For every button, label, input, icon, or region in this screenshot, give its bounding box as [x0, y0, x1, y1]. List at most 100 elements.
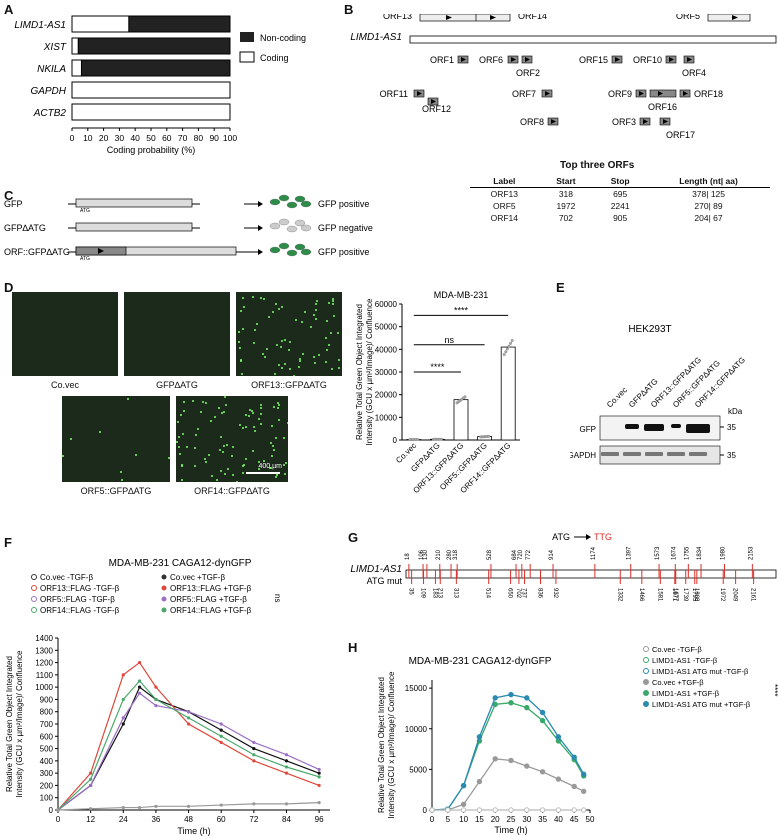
micrograph-co-vec — [12, 292, 118, 376]
data-point — [580, 807, 587, 813]
site-label: 1174 — [591, 546, 597, 560]
data-point — [89, 777, 93, 781]
tick-label: 25 — [507, 815, 516, 824]
tick-label: 50 — [146, 133, 156, 143]
tick-label: 30 — [522, 815, 531, 824]
tick-label: 5 — [446, 815, 451, 824]
tick-label: 10000 — [375, 413, 398, 422]
tick-label: 90 — [209, 133, 219, 143]
data-point — [317, 801, 321, 805]
series-line — [432, 758, 584, 811]
data-point — [524, 807, 530, 813]
legend-item: LIMD1-AS1 ATG mut -TGF-β — [652, 667, 749, 676]
data-point — [186, 710, 191, 714]
tick-label: 15000 — [405, 684, 428, 693]
chart-title: MDA-MB-231 — [434, 290, 489, 300]
orf-label: ORF14 — [518, 14, 547, 21]
panel-e-western-blot: HEK293TCo.vecGFP∆ATGORF13::GFP∆ATGORF5::… — [570, 324, 747, 465]
construct-bar — [75, 222, 193, 232]
series-line — [57, 680, 320, 811]
gene-label: LIMD1-AS1 — [350, 32, 402, 43]
tick-label: 96 — [315, 815, 324, 824]
blot-title: HEK293T — [628, 324, 671, 335]
site-label: 318 — [453, 549, 459, 560]
data-point — [571, 807, 577, 813]
site-label: 2153 — [748, 546, 754, 560]
tick-label: 72 — [249, 815, 258, 824]
mutation-to: TTG — [594, 532, 612, 542]
site-label: 106 — [419, 549, 425, 560]
site-label: 35 — [408, 588, 414, 595]
category-label: LIMD1-AS1 — [14, 20, 66, 31]
tick-label: 5000 — [409, 765, 427, 774]
data-point — [539, 709, 546, 716]
panel-label-e: E — [556, 280, 565, 295]
data-point — [219, 734, 223, 738]
site-label: 1397 — [627, 546, 633, 560]
significance: **** — [770, 684, 778, 696]
tick-label: 20000 — [375, 391, 398, 400]
data-point — [492, 807, 498, 813]
orf-label: ORF1 — [430, 55, 454, 65]
data-point — [539, 717, 546, 724]
chart-title: MDA-MB-231 CAGA12-dynGFP — [409, 656, 552, 667]
tick-label: 80 — [194, 133, 204, 143]
site-label: 684 — [512, 549, 518, 560]
legend-swatch-coding — [239, 51, 255, 63]
legend-item: Co.vec -TGF-β — [40, 573, 93, 582]
construct-label: GFP∆ATG — [4, 223, 46, 233]
construct-label: GFP — [4, 199, 23, 209]
data-point — [252, 759, 256, 763]
site-label: 210 — [436, 549, 442, 560]
significance: ns — [444, 335, 454, 345]
x-axis-label: Time (h) — [494, 825, 527, 835]
legend-item: ORF5::FLAG +TGF-β — [170, 595, 247, 604]
orf-label: ORF8 — [520, 117, 544, 127]
gene-bar — [405, 569, 777, 579]
site-label: 737 — [521, 588, 527, 599]
legend-item: Co.vec -TGF-β — [652, 645, 702, 654]
tick-label: 0 — [430, 815, 435, 824]
tick-label: 300 — [40, 769, 54, 778]
tick-label: 30 — [115, 133, 125, 143]
panel-d-bar-chart: MDA-MB-231 0 10000 20000 30000 40000 50000 6000… — [355, 290, 520, 495]
significance: **** — [430, 362, 445, 372]
site-label: 1332 — [616, 588, 622, 602]
y-axis-label: Intensity (GCU x µm²/Image)/ Confluence — [387, 671, 396, 818]
site-label: 18 — [405, 553, 411, 560]
site-label: 772 — [526, 549, 532, 560]
data-point — [580, 788, 587, 795]
x-axis-label: Time (h) — [177, 826, 210, 836]
tick-label: 45 — [570, 815, 579, 824]
panel-label-a: A — [4, 2, 14, 17]
table-row: ORF5 1972 2241 270| 89 — [492, 201, 723, 211]
tick-label: 40 — [554, 815, 563, 824]
bar-coding — [71, 37, 79, 55]
data-point — [508, 757, 514, 764]
site-label: 1972 — [719, 588, 725, 602]
site-label: 650 — [507, 588, 513, 599]
bar — [453, 399, 469, 441]
legend-noncoding: Non-coding — [260, 33, 306, 43]
data-point — [89, 783, 93, 788]
orf-label: ORF5 — [676, 14, 700, 21]
marker: 35 — [727, 451, 736, 460]
site-label: 1808 — [693, 588, 699, 602]
chart-title: MDA-MB-231 CAGA12-dynGFP — [109, 558, 252, 569]
site-label: 213 — [436, 588, 442, 599]
data-point — [186, 722, 191, 726]
data-point — [89, 807, 93, 811]
data-point — [524, 763, 530, 769]
tick-label: 0 — [70, 133, 75, 143]
data-point — [121, 716, 125, 720]
tick-label: 1300 — [35, 646, 53, 655]
data-point — [284, 759, 289, 763]
tick-label: 30000 — [375, 368, 398, 377]
data-point — [555, 776, 562, 782]
site-label: 1573 — [655, 546, 661, 560]
legend-item: Co.vec +TGF-β — [652, 678, 704, 687]
tick-label: 12 — [86, 815, 95, 824]
tick-label: 60 — [162, 133, 172, 143]
gene-sub: ATG mut — [367, 576, 403, 586]
